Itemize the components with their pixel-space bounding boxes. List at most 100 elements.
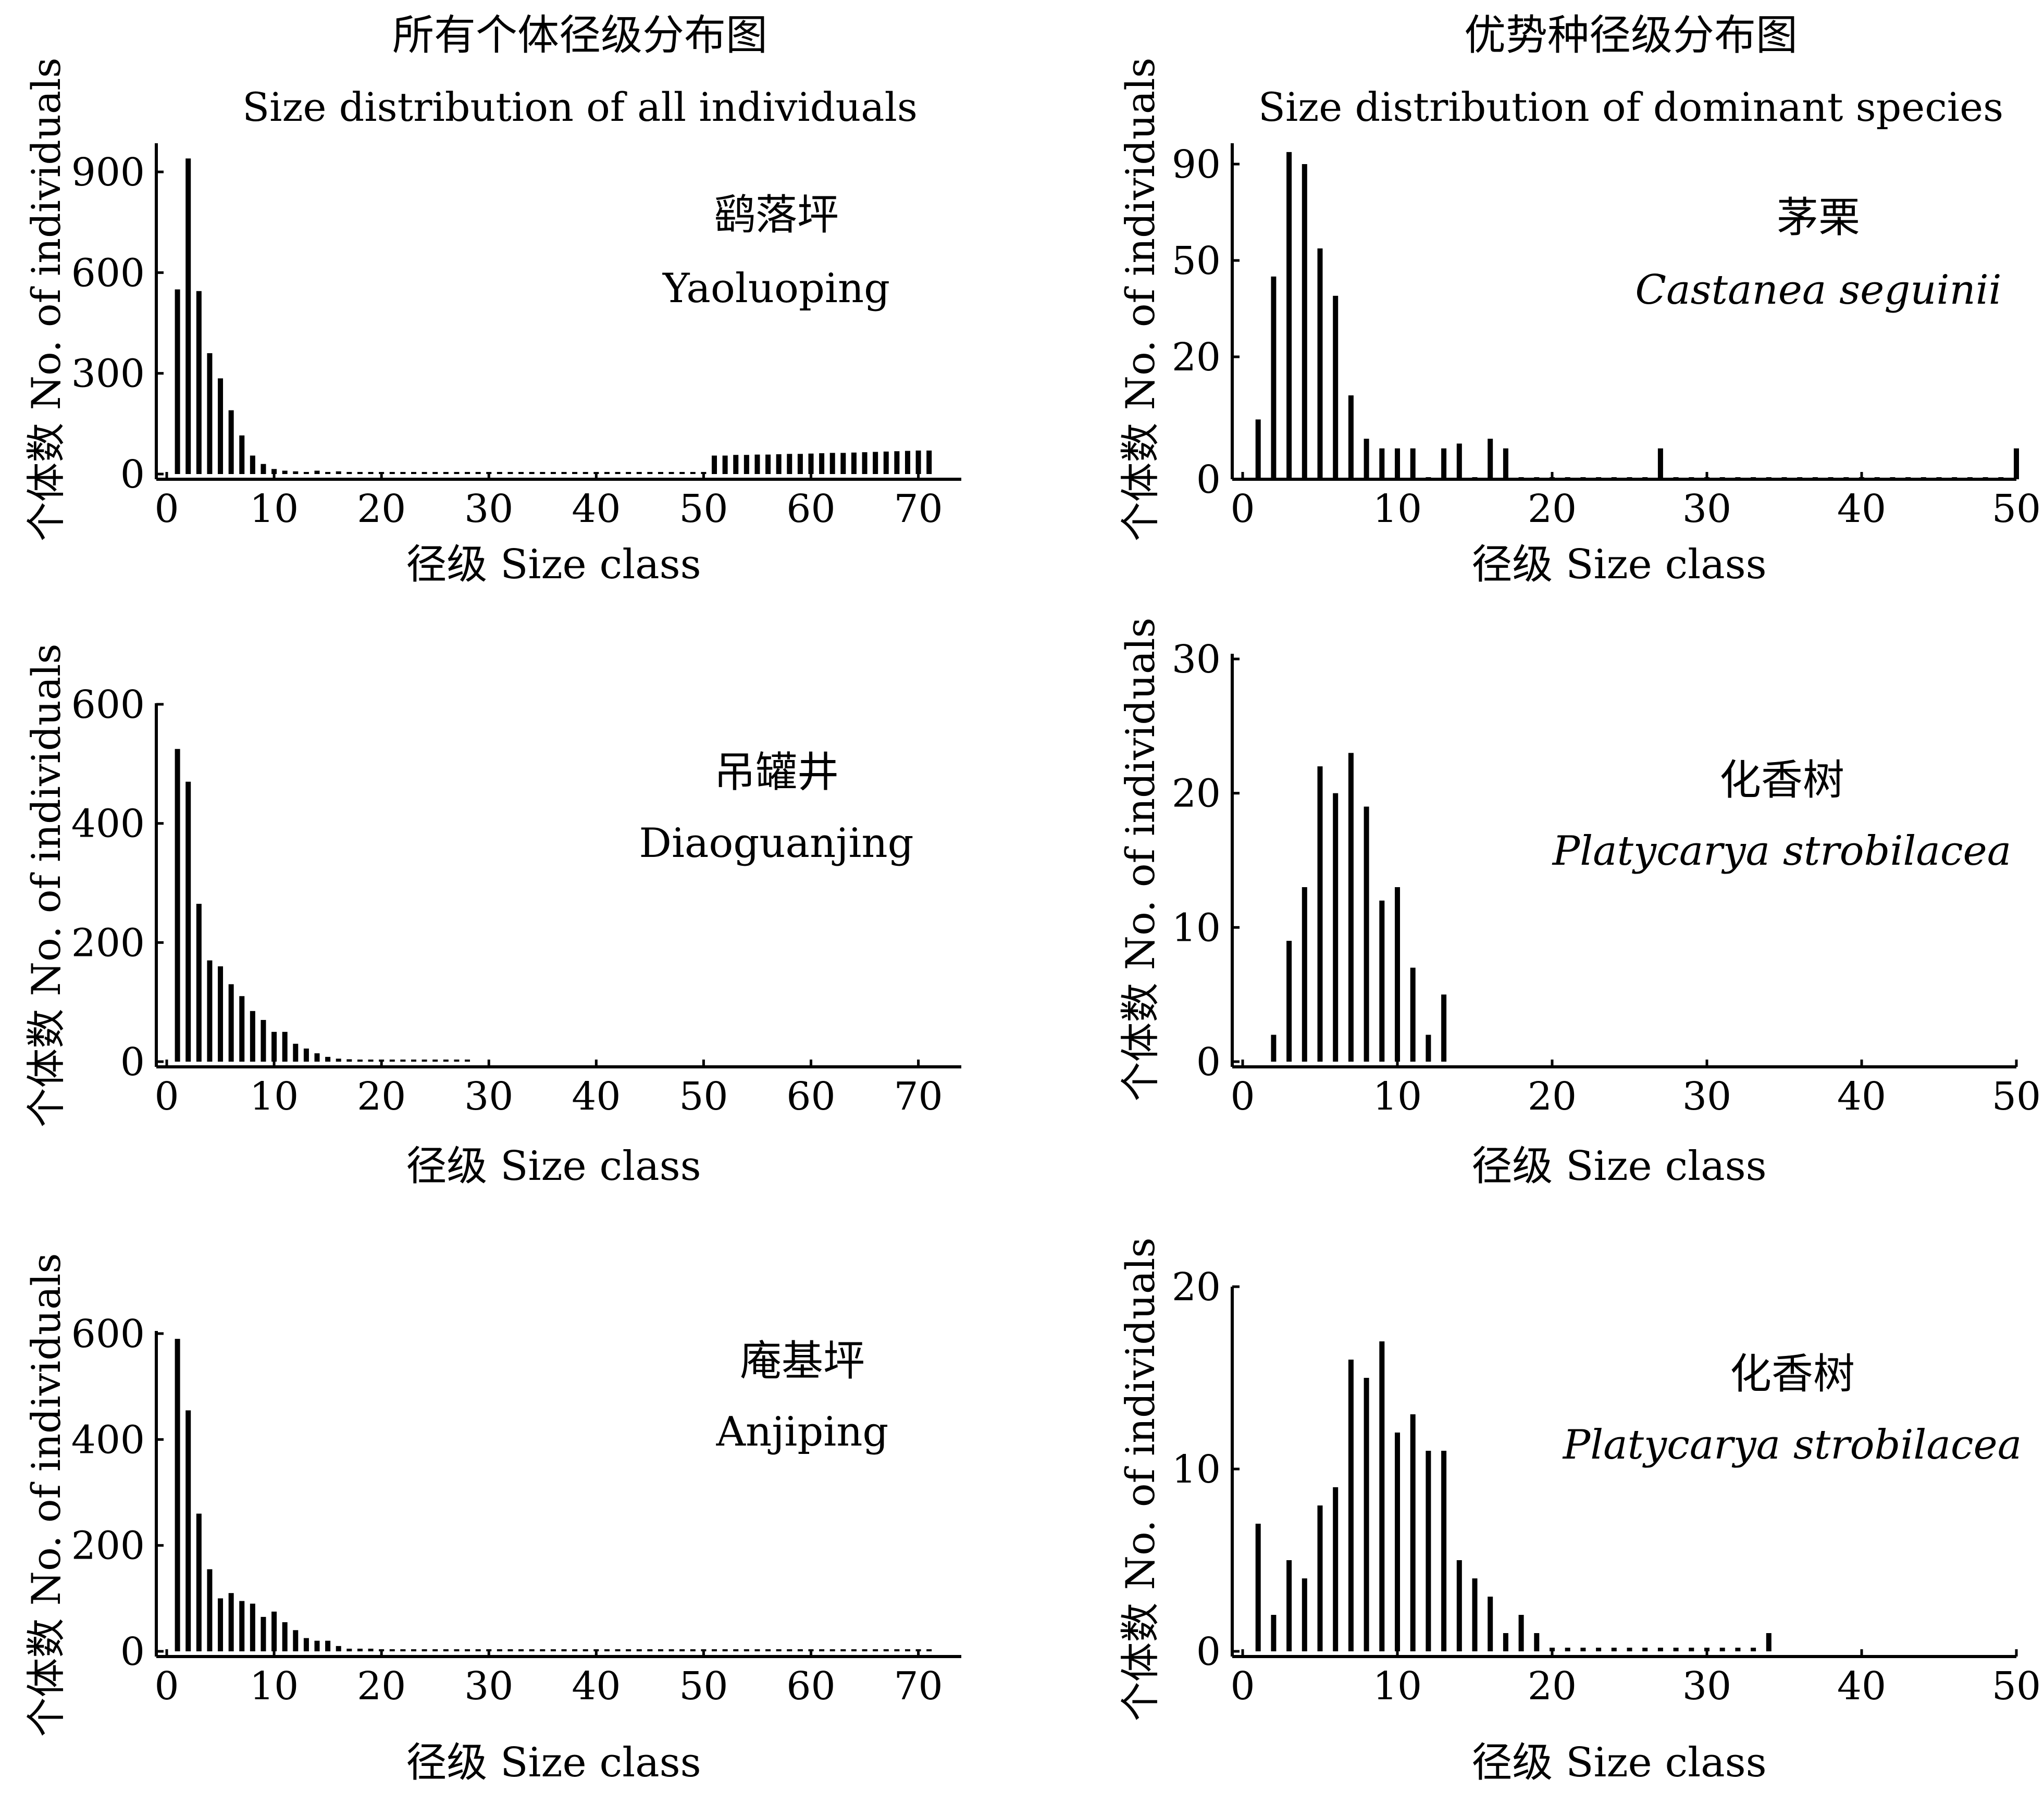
site-name-en: Yaoluoping [662, 265, 890, 312]
y-axis-label: 个体数 No. of individuals [1117, 57, 1163, 541]
bar [1426, 1451, 1431, 1651]
bar [905, 451, 910, 474]
bar [540, 1649, 546, 1651]
bar [228, 1593, 234, 1651]
bar [1580, 1648, 1586, 1651]
bar [1302, 164, 1307, 479]
bar [432, 472, 438, 474]
bar [1286, 152, 1292, 479]
bar [1395, 448, 1400, 479]
y-tick-label: 20 [1172, 1265, 1221, 1310]
bar [1348, 395, 1354, 479]
bar [905, 1649, 910, 1651]
x-tick-label: 60 [786, 1074, 835, 1119]
x-tick-label: 30 [464, 487, 513, 531]
bar [1751, 477, 1756, 479]
x-tick-label: 60 [786, 1664, 835, 1709]
bar [626, 472, 631, 474]
bar [658, 472, 663, 474]
bar [583, 1649, 588, 1651]
y-tick-label: 600 [71, 1312, 145, 1356]
y-tick-label: 400 [71, 1417, 145, 1462]
site-name-cn: 茅栗 [1777, 193, 1860, 242]
bar [207, 1569, 213, 1651]
bar [422, 472, 427, 474]
bar [1286, 941, 1292, 1062]
bar [754, 454, 760, 474]
bar [1952, 477, 1958, 479]
x-tick-label: 40 [572, 1074, 621, 1119]
bar [1890, 477, 1896, 479]
bar [303, 1638, 309, 1651]
bar [379, 1649, 385, 1651]
bar [518, 1649, 524, 1651]
bar [1456, 1560, 1462, 1651]
site-name-cn: 鹞落坪 [714, 191, 839, 239]
bar [1271, 1615, 1277, 1651]
bar [1364, 1378, 1369, 1651]
bar [776, 454, 782, 474]
x-axis-label: 径级 Size class [406, 1143, 701, 1190]
x-tick-label: 20 [357, 487, 406, 531]
left-column-title-cn: 所有个体径级分布图 [392, 11, 767, 59]
bar [1426, 1035, 1431, 1062]
bar [368, 1648, 374, 1651]
bar [325, 1640, 331, 1651]
y-tick-label: 30 [1172, 637, 1221, 682]
bar [1426, 477, 1431, 479]
x-tick-label: 10 [250, 487, 299, 531]
bar [1441, 994, 1447, 1062]
bar [615, 1649, 621, 1651]
bar [465, 472, 470, 474]
bar [1657, 448, 1663, 479]
x-tick-label: 70 [894, 1664, 943, 1709]
bar [1518, 477, 1524, 479]
bar [271, 469, 277, 474]
bar [218, 966, 224, 1062]
bar [207, 960, 213, 1062]
bar [851, 1649, 857, 1651]
y-tick-label: 10 [1172, 1447, 1221, 1492]
bar [185, 158, 191, 474]
x-tick-label: 50 [679, 1074, 728, 1119]
bar [615, 472, 621, 474]
bar [593, 1649, 599, 1651]
site-name-cn: 化香树 [1719, 756, 1844, 804]
x-tick-label: 0 [1230, 487, 1255, 531]
site-name-en: Platycarya strobilacea [1552, 828, 2011, 875]
bar [1781, 477, 1787, 479]
bar [389, 1649, 395, 1651]
bar [1642, 477, 1648, 479]
bar [518, 472, 524, 474]
y-tick-label: 0 [120, 1040, 145, 1085]
bar [1766, 1633, 1772, 1651]
bar [829, 453, 835, 474]
bar [1503, 1633, 1508, 1651]
bar [389, 472, 395, 474]
bar [583, 472, 588, 474]
bar [314, 1640, 320, 1651]
bar [196, 1513, 202, 1651]
bar [744, 455, 749, 474]
bar [636, 472, 642, 474]
bar [1704, 1648, 1709, 1651]
bar [926, 450, 932, 474]
x-tick-label: 60 [786, 487, 835, 531]
bar [1611, 1648, 1617, 1651]
bar [368, 1060, 374, 1062]
bar [1364, 439, 1369, 479]
bar [862, 452, 868, 474]
bar [1317, 1505, 1323, 1651]
bar [497, 1649, 502, 1651]
x-tick-label: 0 [154, 1074, 179, 1119]
bar [1255, 1524, 1261, 1651]
bar [411, 1649, 416, 1651]
y-tick-label: 90 [1172, 142, 1221, 187]
bar [808, 453, 814, 474]
y-tick-label: 900 [71, 150, 145, 195]
y-tick-label: 600 [71, 251, 145, 295]
y-tick-label: 0 [1196, 457, 1221, 502]
bar [529, 472, 535, 474]
bar [443, 472, 449, 474]
x-tick-label: 20 [1528, 1074, 1577, 1119]
